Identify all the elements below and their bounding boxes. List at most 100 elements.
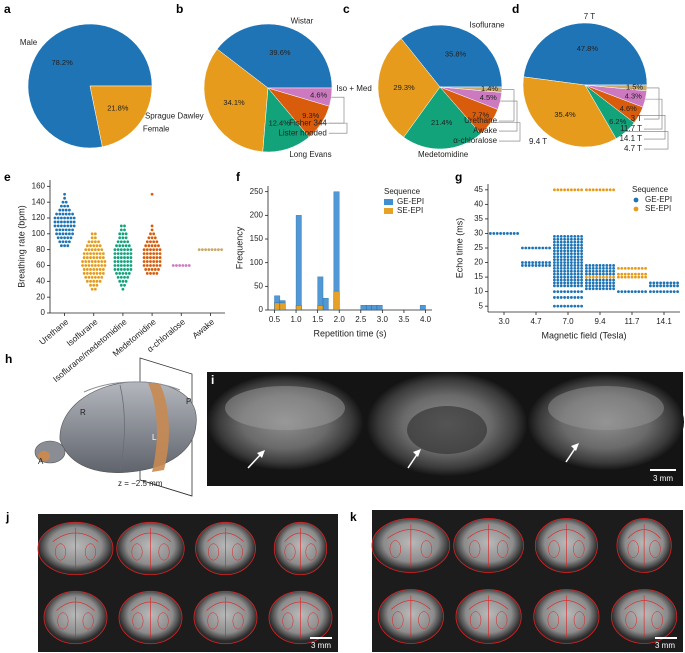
scale-bar-label: 3 mm: [653, 474, 673, 483]
dot: [64, 240, 68, 244]
scale-bar-label: 3 mm: [311, 641, 331, 650]
outline: [418, 611, 430, 629]
dot: [570, 255, 573, 259]
dot: [585, 264, 588, 267]
dot: [649, 281, 652, 285]
dot: [124, 279, 128, 283]
dot: [570, 234, 573, 238]
panel-label: b: [176, 2, 183, 16]
dot: [534, 261, 538, 264]
dot: [197, 248, 201, 252]
dot: [580, 255, 583, 259]
dot: [588, 287, 592, 291]
dot: [516, 232, 519, 235]
x-tick-label: 3.0: [377, 315, 389, 324]
dot: [158, 264, 162, 267]
dot: [566, 258, 570, 262]
dot: [570, 281, 573, 285]
dot: [580, 237, 583, 241]
panel-label: j: [5, 510, 9, 524]
dot: [559, 272, 563, 276]
dot: [556, 266, 560, 270]
dot: [142, 260, 146, 263]
dot: [655, 284, 659, 288]
pie-value-label: 1.4%: [481, 84, 498, 93]
pie-label: Long Evans: [289, 150, 331, 159]
dot: [127, 272, 131, 275]
dot: [573, 234, 577, 238]
dot: [573, 188, 577, 192]
dot: [573, 275, 577, 279]
dot: [100, 248, 104, 252]
dot: [119, 256, 123, 259]
dot: [570, 296, 573, 299]
dot: [93, 232, 97, 236]
dot: [527, 246, 531, 250]
dot: [627, 275, 630, 279]
x-tick-label: 3.0: [498, 317, 510, 326]
dot: [566, 266, 570, 270]
pie-label: Isoflurane: [469, 21, 505, 30]
pie-slice: [403, 86, 482, 150]
leader-line: [643, 98, 663, 130]
dot: [580, 243, 583, 247]
dot: [556, 284, 560, 288]
dot: [659, 290, 662, 294]
dot: [570, 275, 573, 279]
dot: [570, 258, 573, 262]
dot: [95, 272, 99, 275]
x-axis-title: Repetition time (s): [313, 328, 386, 338]
dot: [576, 258, 580, 262]
dot: [563, 264, 566, 267]
dot: [573, 240, 577, 244]
panel-label: d: [512, 2, 519, 16]
dot: [566, 275, 570, 279]
dot: [566, 278, 570, 282]
y-tick-label: 10: [474, 287, 483, 296]
outline: [377, 589, 444, 644]
dot: [556, 296, 560, 299]
dot: [576, 266, 580, 270]
dot: [72, 224, 76, 228]
dot: [84, 260, 88, 263]
dot: [126, 264, 130, 267]
dot: [640, 272, 644, 276]
dot: [85, 279, 89, 283]
pie-label: Medetomidine: [418, 150, 469, 159]
outline: [625, 611, 637, 629]
dot: [605, 264, 609, 267]
dot: [559, 240, 563, 244]
dot: [605, 272, 609, 276]
dot: [153, 244, 157, 248]
dot: [123, 264, 126, 267]
dot: [553, 261, 556, 264]
dot: [576, 255, 580, 259]
dot: [588, 264, 592, 267]
dot: [580, 278, 583, 282]
dot: [126, 252, 130, 256]
pie-slice: [216, 23, 333, 89]
pie-label: Awake: [473, 126, 497, 135]
dot: [123, 283, 126, 287]
dot: [53, 224, 57, 228]
outline: [627, 540, 639, 558]
dot: [113, 260, 117, 263]
dot: [544, 246, 548, 250]
outline: [547, 611, 560, 629]
dot: [559, 284, 563, 288]
pie-value-label: 12.4%: [269, 118, 291, 127]
dot: [573, 296, 577, 299]
outline: [207, 527, 244, 570]
dot: [149, 252, 152, 256]
dot: [563, 258, 566, 262]
dot: [566, 290, 570, 294]
dot: [608, 272, 612, 276]
dot: [116, 252, 120, 256]
dot: [58, 240, 62, 244]
outline: [627, 524, 661, 567]
dot: [612, 284, 615, 288]
dot: [90, 275, 94, 279]
dot: [573, 255, 577, 259]
dot: [652, 281, 656, 285]
dot: [627, 272, 630, 276]
